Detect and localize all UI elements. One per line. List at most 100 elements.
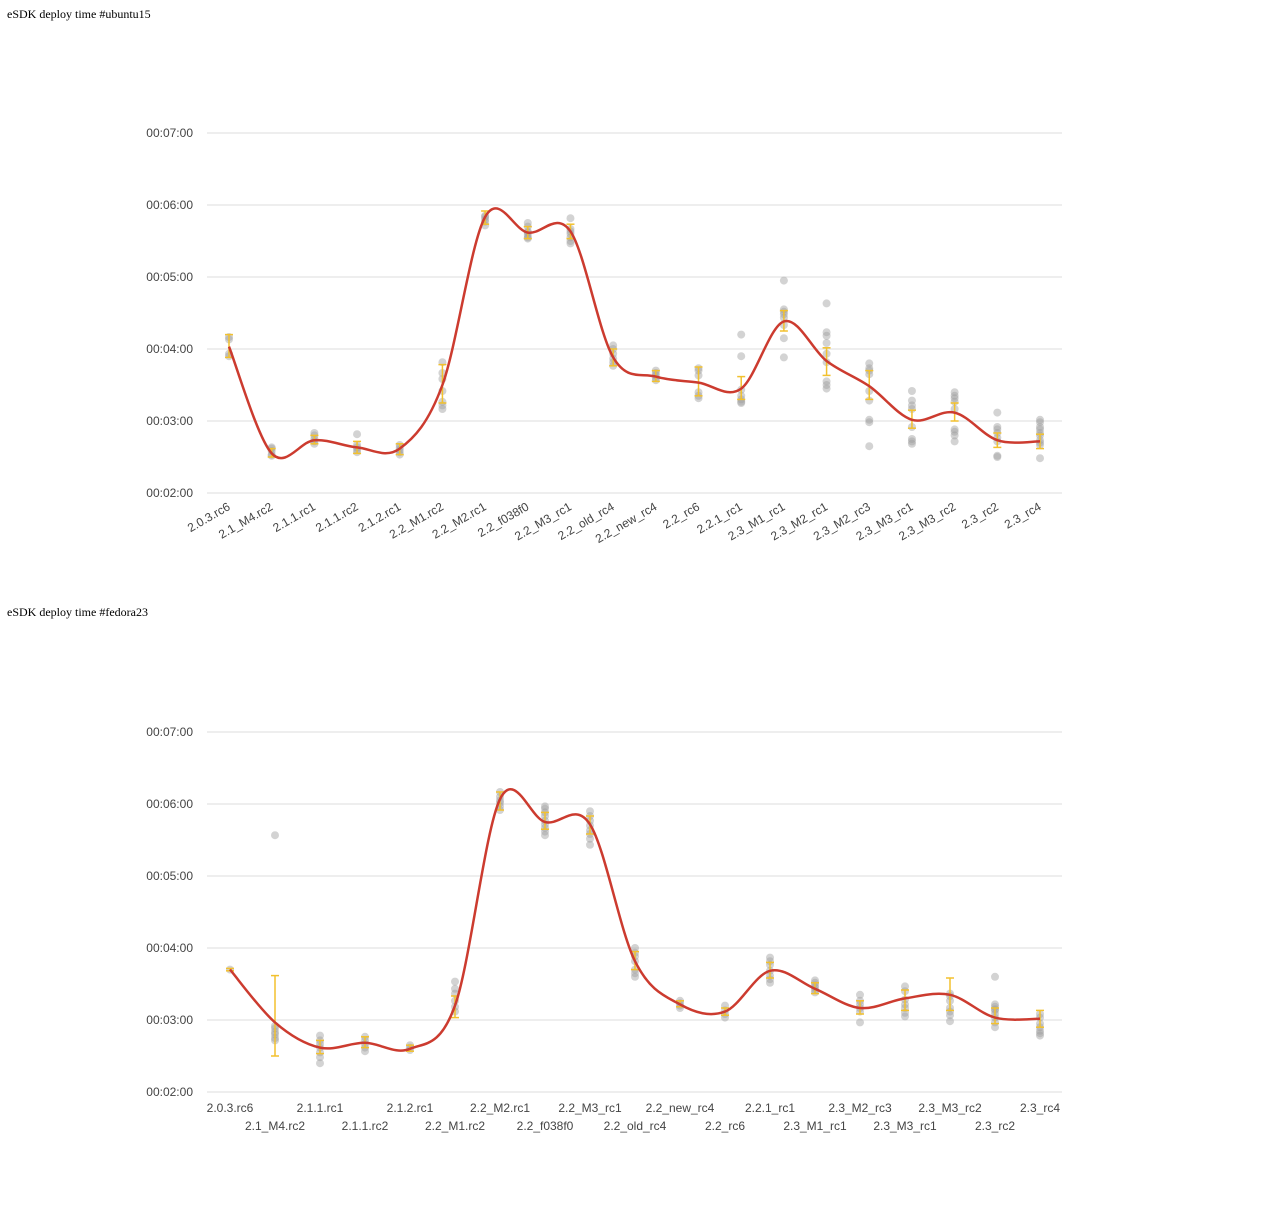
run-point (779, 334, 788, 343)
x-tick-label: 2.2_M3_rc1 (558, 1101, 622, 1115)
run-point (993, 451, 1002, 460)
run-point (541, 802, 549, 811)
series-line (229, 788, 1041, 1052)
y-tick-label: 00:03:00 (146, 414, 193, 428)
run-point (1036, 454, 1044, 463)
chart-title-ubuntu: eSDK deploy time #ubuntu15 (7, 7, 151, 21)
run-point (541, 804, 549, 813)
run-point (609, 341, 618, 350)
run-point (901, 1012, 909, 1021)
run-point (865, 415, 874, 424)
run-point (316, 1031, 324, 1040)
run-point (907, 405, 916, 413)
run-point (586, 834, 594, 843)
run-point (779, 353, 788, 362)
y-tick-label: 00:04:00 (146, 941, 193, 955)
run-point (779, 276, 788, 285)
y-tick-label: 00:04:00 (146, 342, 193, 356)
run-point (438, 405, 447, 413)
run-point (271, 831, 279, 840)
deploy-time-chart-ubuntu: 00:02:00 00:03:00 00:04:00 00:05:00 00:06:00… (146, 126, 1062, 546)
run-point (1036, 423, 1044, 431)
x-tick-label: 2.1.1.rc1 (297, 1101, 344, 1115)
run-point (523, 219, 532, 227)
run-point (822, 328, 831, 337)
y-tick-label: 00:05:00 (146, 270, 193, 284)
x-tick-label: 2.3_rc4 (1020, 1101, 1060, 1115)
run-point (766, 957, 774, 966)
run-point (1036, 1031, 1044, 1040)
run-point (353, 430, 362, 439)
run-point (991, 1000, 999, 1009)
run-point (822, 299, 831, 308)
x-tick-label: 2.1.1.rc2 (342, 1119, 389, 1133)
run-point (907, 439, 916, 448)
run-point (865, 418, 874, 427)
y-axis: 00:02:00 00:03:00 00:04:00 00:05:00 00:06:00… (146, 725, 1062, 1099)
run-point (631, 969, 639, 978)
run-point (991, 1002, 999, 1011)
run-point (946, 1007, 954, 1016)
run-point (856, 1018, 864, 1027)
x-tick-label: 2.1.1.rc2 (313, 499, 361, 535)
run-point (631, 944, 639, 952)
run-point (361, 1047, 369, 1056)
run-point (950, 388, 959, 397)
y-tick-label: 00:02:00 (146, 1085, 193, 1099)
run-point (1036, 425, 1044, 434)
run-point (566, 214, 575, 223)
y-tick-label: 00:07:00 (146, 725, 193, 739)
run-point (737, 330, 746, 339)
y-tick-label: 00:07:00 (146, 126, 193, 140)
run-point (737, 352, 746, 361)
y-tick-label: 00:05:00 (146, 869, 193, 883)
run-points (225, 211, 1044, 463)
run-point (822, 331, 831, 340)
run-point (907, 437, 916, 446)
run-point (1036, 415, 1044, 424)
x-axis: 2.0.3.rc62.1_M4.rc22.1.1.rc12.1.1.rc22.1… (185, 499, 1044, 546)
run-point (865, 396, 874, 405)
run-point (1036, 1029, 1044, 1038)
run-point (950, 427, 959, 436)
run-point (993, 425, 1002, 434)
run-point (779, 305, 788, 314)
run-point (316, 1059, 324, 1068)
y-axis: 00:02:00 00:03:00 00:04:00 00:05:00 00:06:00… (146, 126, 1062, 500)
run-point (822, 339, 831, 347)
y-tick-label: 00:03:00 (146, 1013, 193, 1027)
run-point (993, 408, 1002, 417)
x-tick-label: 2.2_f038f0 (517, 1119, 574, 1133)
run-point (907, 387, 916, 395)
run-point (586, 840, 594, 849)
run-point (993, 423, 1002, 431)
x-tick-label: 2.1.1.rc1 (270, 499, 318, 535)
run-point (541, 831, 549, 840)
run-point (586, 807, 594, 816)
x-tick-label: 2.1.2.rc1 (387, 1101, 434, 1115)
run-point (907, 435, 916, 443)
run-point (950, 431, 959, 440)
x-tick-label: 2.3_M3_rc1 (873, 1119, 937, 1133)
run-point (950, 425, 959, 434)
x-tick-label: 2.0.3.rc6 (207, 1101, 254, 1115)
run-point (316, 1053, 324, 1062)
run-point (766, 953, 774, 962)
run-point (822, 381, 831, 389)
x-tick-label: 2.3_rc4 (1002, 499, 1044, 531)
y-tick-label: 00:02:00 (146, 486, 193, 500)
run-point (1036, 429, 1044, 437)
error-bars (226, 791, 1044, 1057)
run-point (737, 399, 746, 407)
run-point (991, 1023, 999, 1032)
run-point (901, 982, 909, 991)
run-point (766, 978, 774, 987)
x-tick-label: 2.3_M1_rc1 (783, 1119, 847, 1133)
x-tick-label: 2.1_M4.rc2 (245, 1119, 305, 1133)
x-tick-label: 2.2.1_rc1 (745, 1101, 795, 1115)
run-point (865, 442, 874, 451)
run-point (950, 394, 959, 403)
y-tick-label: 00:06:00 (146, 797, 193, 811)
run-points (226, 788, 1044, 1068)
run-point (950, 397, 959, 406)
